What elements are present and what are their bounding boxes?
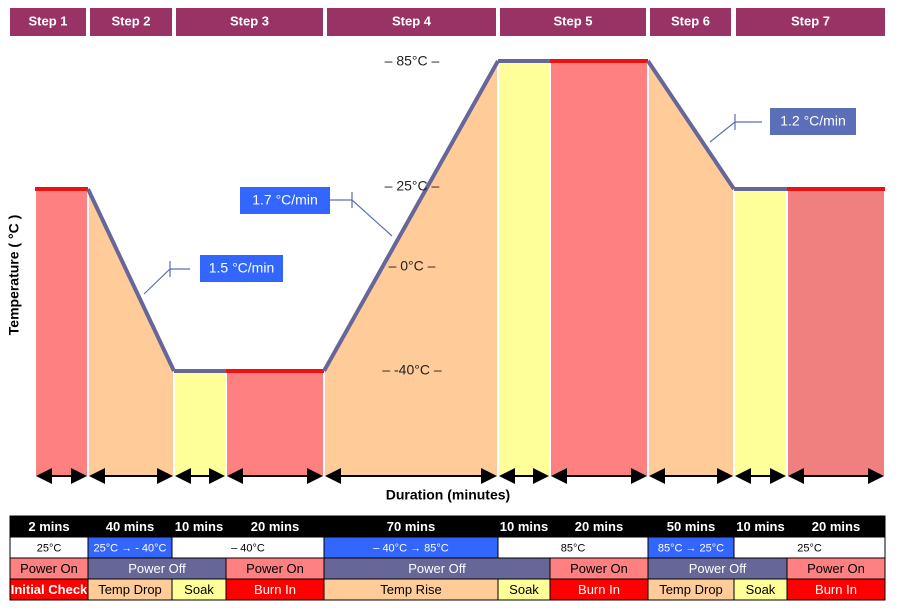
table-cell-text: Temp Drop xyxy=(659,582,723,597)
table-cell-text: Soak xyxy=(509,582,539,597)
rate-label: 1.2 °C/min xyxy=(780,113,846,129)
table-cell-text: Power On xyxy=(246,561,304,576)
profile-line xyxy=(646,59,736,191)
step-header xyxy=(90,8,172,36)
profile-segment xyxy=(735,189,786,476)
table-cell-text: – 40°C → 85°C xyxy=(373,542,448,554)
table-cell-text: Power On xyxy=(807,561,865,576)
table-cell-text: 10 mins xyxy=(736,519,784,534)
profile-line xyxy=(86,188,176,372)
table-cell-text: Burn In xyxy=(815,582,857,597)
table-cell-text: 40 mins xyxy=(106,519,154,534)
step-header xyxy=(176,8,323,36)
step-header xyxy=(327,8,496,36)
temperature-label: – 0°C – xyxy=(389,258,436,274)
table-cell xyxy=(786,578,886,601)
table-cell-text: 25°C xyxy=(797,542,822,554)
table-cell-text: 85°C xyxy=(561,542,586,554)
table-cell-text: Power On xyxy=(20,561,78,576)
table-cell-text: 10 mins xyxy=(500,519,548,534)
profile-segment xyxy=(788,189,884,476)
table-cell-text: 50 mins xyxy=(667,519,715,534)
rate-box xyxy=(770,108,856,135)
rate-leader xyxy=(330,199,393,237)
profile-segment xyxy=(551,61,647,476)
table-cell-text: 2 mins xyxy=(28,519,69,534)
table-cell-text: Initial Check xyxy=(11,582,88,597)
table-cell-text: Temp Drop xyxy=(98,582,162,597)
profile-segment xyxy=(649,61,733,476)
profile-segment xyxy=(89,189,173,476)
table-cell-text: Power On xyxy=(570,561,628,576)
profile-segment xyxy=(36,189,87,476)
step-label: Step 2 xyxy=(111,13,150,28)
step-label: Step 7 xyxy=(791,13,830,28)
y-axis-label: Temperature ( °C ) xyxy=(6,215,22,335)
table-cell-text: Power Off xyxy=(689,561,747,576)
table-cell-text: 10 mins xyxy=(175,519,223,534)
table-cell-text: Power Off xyxy=(408,561,466,576)
table-cell-text: Power Off xyxy=(128,561,186,576)
table-cell-text: 20 mins xyxy=(575,519,623,534)
table-cell-text: 25°C xyxy=(37,542,62,554)
step-header xyxy=(500,8,646,36)
step-header xyxy=(10,8,86,36)
profile-segment xyxy=(227,371,323,476)
step-label: Step 3 xyxy=(230,13,269,28)
rate-box xyxy=(200,255,283,282)
profile-segment xyxy=(325,61,497,476)
step-label: Step 5 xyxy=(553,13,592,28)
step-label: Step 6 xyxy=(671,13,710,28)
rate-label: 1.7 °C/min xyxy=(252,192,318,208)
table-cell-text: Soak xyxy=(746,582,776,597)
temperature-label: – -40°C – xyxy=(382,362,442,378)
rate-leader xyxy=(709,121,762,143)
rate-leader xyxy=(143,268,190,295)
profile-segment xyxy=(175,371,225,476)
table-cell-text: Soak xyxy=(184,582,214,597)
table-cell-text: 85°C → 25°C xyxy=(658,542,724,554)
table-cell-text: Temp Rise xyxy=(380,582,441,597)
step-label: Step 4 xyxy=(392,13,432,28)
rate-box xyxy=(240,187,330,214)
temperature-label: – 85°C – xyxy=(385,53,440,69)
profile-segment xyxy=(499,61,549,476)
temperature-label: – 25°C – xyxy=(385,178,440,194)
table-cell-text: – 40°C xyxy=(231,542,265,554)
rate-label: 1.5 °C/min xyxy=(209,260,275,276)
table-cell-text: 20 mins xyxy=(812,519,860,534)
table-cell-text: Burn In xyxy=(254,582,296,597)
table-cell-text: Burn In xyxy=(578,582,620,597)
x-axis-label: Duration (minutes) xyxy=(386,487,510,503)
step-label: Step 1 xyxy=(28,13,67,28)
step-header xyxy=(650,8,731,36)
table-cell-text: 20 mins xyxy=(251,519,299,534)
table-cell-text: 25°C → - 40°C xyxy=(94,542,167,554)
profile-line xyxy=(322,60,500,372)
step-header xyxy=(736,8,885,36)
table-cell-text: 70 mins xyxy=(387,519,435,534)
